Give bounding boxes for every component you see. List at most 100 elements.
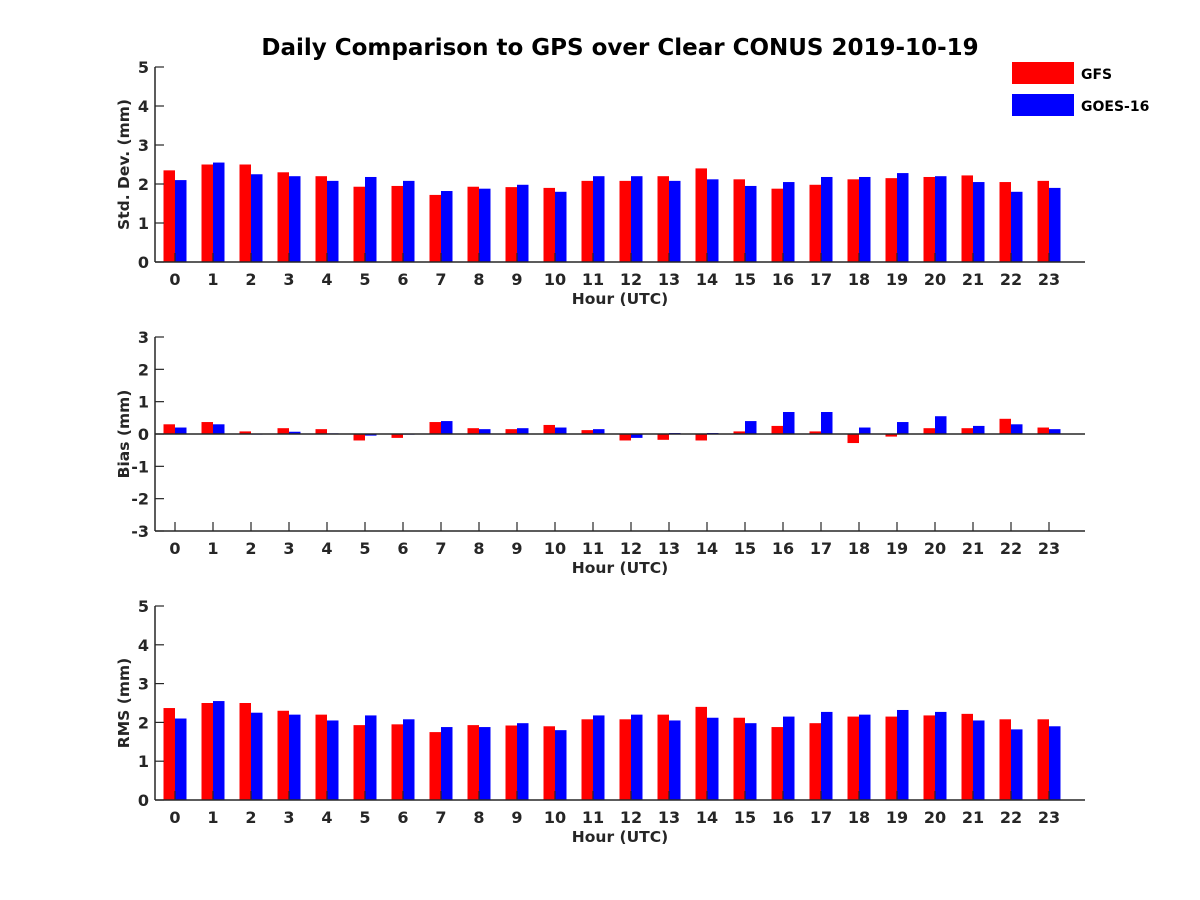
ytick-label-bias-2: -1 — [131, 457, 149, 476]
legend-label-goes16: GOES-16 — [1081, 99, 1149, 115]
bar-bias-gfs-18 — [847, 434, 859, 444]
bar-bias-goes16-12 — [631, 434, 643, 438]
bar-std-goes16-11 — [593, 176, 605, 262]
bar-std-goes16-20 — [935, 176, 947, 262]
xlabel-rms: Hour (UTC) — [572, 828, 668, 846]
bar-rms-gfs-23 — [1037, 719, 1049, 800]
bar-std-gfs-3 — [277, 172, 289, 262]
xtick-label-bias-0: 0 — [169, 539, 180, 558]
xtick-label-std-0: 0 — [169, 270, 180, 289]
bar-bias-gfs-22 — [999, 418, 1011, 434]
xtick-label-std-9: 9 — [511, 270, 522, 289]
xtick-label-std-19: 19 — [886, 270, 908, 289]
bar-rms-gfs-7 — [429, 732, 441, 800]
bar-std-goes16-7 — [441, 191, 453, 262]
bar-bias-goes16-21 — [973, 425, 985, 434]
ytick-label-rms-3: 3 — [138, 675, 149, 694]
ytick-label-bias-0: -3 — [131, 522, 149, 541]
bar-bias-goes16-8 — [479, 429, 491, 434]
bar-std-goes16-0 — [175, 180, 187, 262]
bar-bias-gfs-20 — [923, 428, 935, 434]
bar-bias-goes16-16 — [783, 412, 795, 434]
bar-std-gfs-17 — [809, 184, 821, 262]
ytick-label-bias-1: -2 — [131, 490, 149, 509]
bar-std-goes16-17 — [821, 176, 833, 262]
xtick-label-rms-3: 3 — [283, 808, 294, 827]
bar-std-goes16-10 — [555, 191, 567, 262]
bar-bias-goes16-1 — [213, 424, 225, 434]
bar-bias-goes16-15 — [745, 421, 757, 434]
xtick-label-bias-8: 8 — [473, 539, 484, 558]
bar-std-gfs-13 — [657, 176, 669, 262]
xtick-label-bias-4: 4 — [321, 539, 332, 558]
xtick-label-bias-3: 3 — [283, 539, 294, 558]
bar-rms-goes16-1 — [213, 701, 225, 800]
ytick-label-bias-5: 2 — [138, 360, 149, 379]
xtick-label-rms-18: 18 — [848, 808, 870, 827]
bar-std-gfs-14 — [695, 168, 707, 262]
xtick-label-std-3: 3 — [283, 270, 294, 289]
bar-bias-gfs-6 — [391, 434, 403, 438]
bar-rms-gfs-21 — [961, 713, 973, 800]
bar-rms-gfs-6 — [391, 724, 403, 800]
ytick-label-std-0: 0 — [138, 253, 149, 272]
bar-rms-gfs-16 — [771, 727, 783, 800]
bar-rms-goes16-21 — [973, 720, 985, 800]
bar-rms-gfs-18 — [847, 716, 859, 800]
bar-rms-gfs-19 — [885, 716, 897, 800]
bar-rms-goes16-20 — [935, 711, 947, 800]
bar-std-goes16-16 — [783, 182, 795, 262]
xtick-label-bias-7: 7 — [435, 539, 446, 558]
bar-rms-goes16-2 — [251, 712, 263, 800]
ylabel-std: Std. Dev. (mm) — [115, 99, 133, 230]
bar-rms-goes16-22 — [1011, 729, 1023, 800]
bar-std-goes16-15 — [745, 185, 757, 262]
bar-rms-gfs-0 — [163, 708, 175, 800]
xtick-label-bias-1: 1 — [207, 539, 218, 558]
xtick-label-rms-20: 20 — [924, 808, 946, 827]
bar-rms-goes16-4 — [327, 720, 339, 800]
bar-bias-goes16-22 — [1011, 424, 1023, 434]
xtick-label-std-7: 7 — [435, 270, 446, 289]
bar-rms-goes16-9 — [517, 723, 529, 800]
bar-bias-gfs-10 — [543, 424, 555, 434]
bar-rms-gfs-13 — [657, 714, 669, 800]
xtick-label-rms-11: 11 — [582, 808, 604, 827]
bar-std-gfs-22 — [999, 182, 1011, 262]
bar-rms-goes16-23 — [1049, 726, 1061, 800]
bar-bias-goes16-3 — [289, 431, 301, 434]
bar-bias-gfs-8 — [467, 428, 479, 434]
bar-std-goes16-21 — [973, 182, 985, 262]
xtick-label-rms-23: 23 — [1038, 808, 1060, 827]
bar-rms-gfs-5 — [353, 725, 365, 800]
ytick-label-std-1: 1 — [138, 214, 149, 233]
bar-rms-gfs-11 — [581, 719, 593, 800]
bar-rms-goes16-7 — [441, 727, 453, 800]
xtick-label-rms-2: 2 — [245, 808, 256, 827]
xtick-label-std-12: 12 — [620, 270, 642, 289]
bar-rms-gfs-9 — [505, 725, 517, 800]
xtick-label-rms-17: 17 — [810, 808, 832, 827]
bar-bias-gfs-12 — [619, 434, 631, 441]
xtick-label-bias-13: 13 — [658, 539, 680, 558]
bar-bias-gfs-14 — [695, 434, 707, 441]
bar-bias-gfs-2 — [239, 431, 251, 434]
bar-bias-goes16-23 — [1049, 429, 1061, 434]
xtick-label-std-17: 17 — [810, 270, 832, 289]
xtick-label-bias-6: 6 — [397, 539, 408, 558]
bar-bias-gfs-17 — [809, 431, 821, 434]
xtick-label-std-2: 2 — [245, 270, 256, 289]
xtick-label-std-14: 14 — [696, 270, 718, 289]
bar-std-goes16-4 — [327, 180, 339, 262]
xtick-label-bias-14: 14 — [696, 539, 718, 558]
xtick-label-bias-11: 11 — [582, 539, 604, 558]
bar-bias-gfs-7 — [429, 422, 441, 434]
chart-title: Daily Comparison to GPS over Clear CONUS… — [261, 35, 978, 61]
ylabel-rms: RMS (mm) — [115, 658, 133, 748]
ylabel-bias: Bias (mm) — [115, 390, 133, 479]
bar-std-goes16-1 — [213, 162, 225, 262]
xtick-label-std-16: 16 — [772, 270, 794, 289]
